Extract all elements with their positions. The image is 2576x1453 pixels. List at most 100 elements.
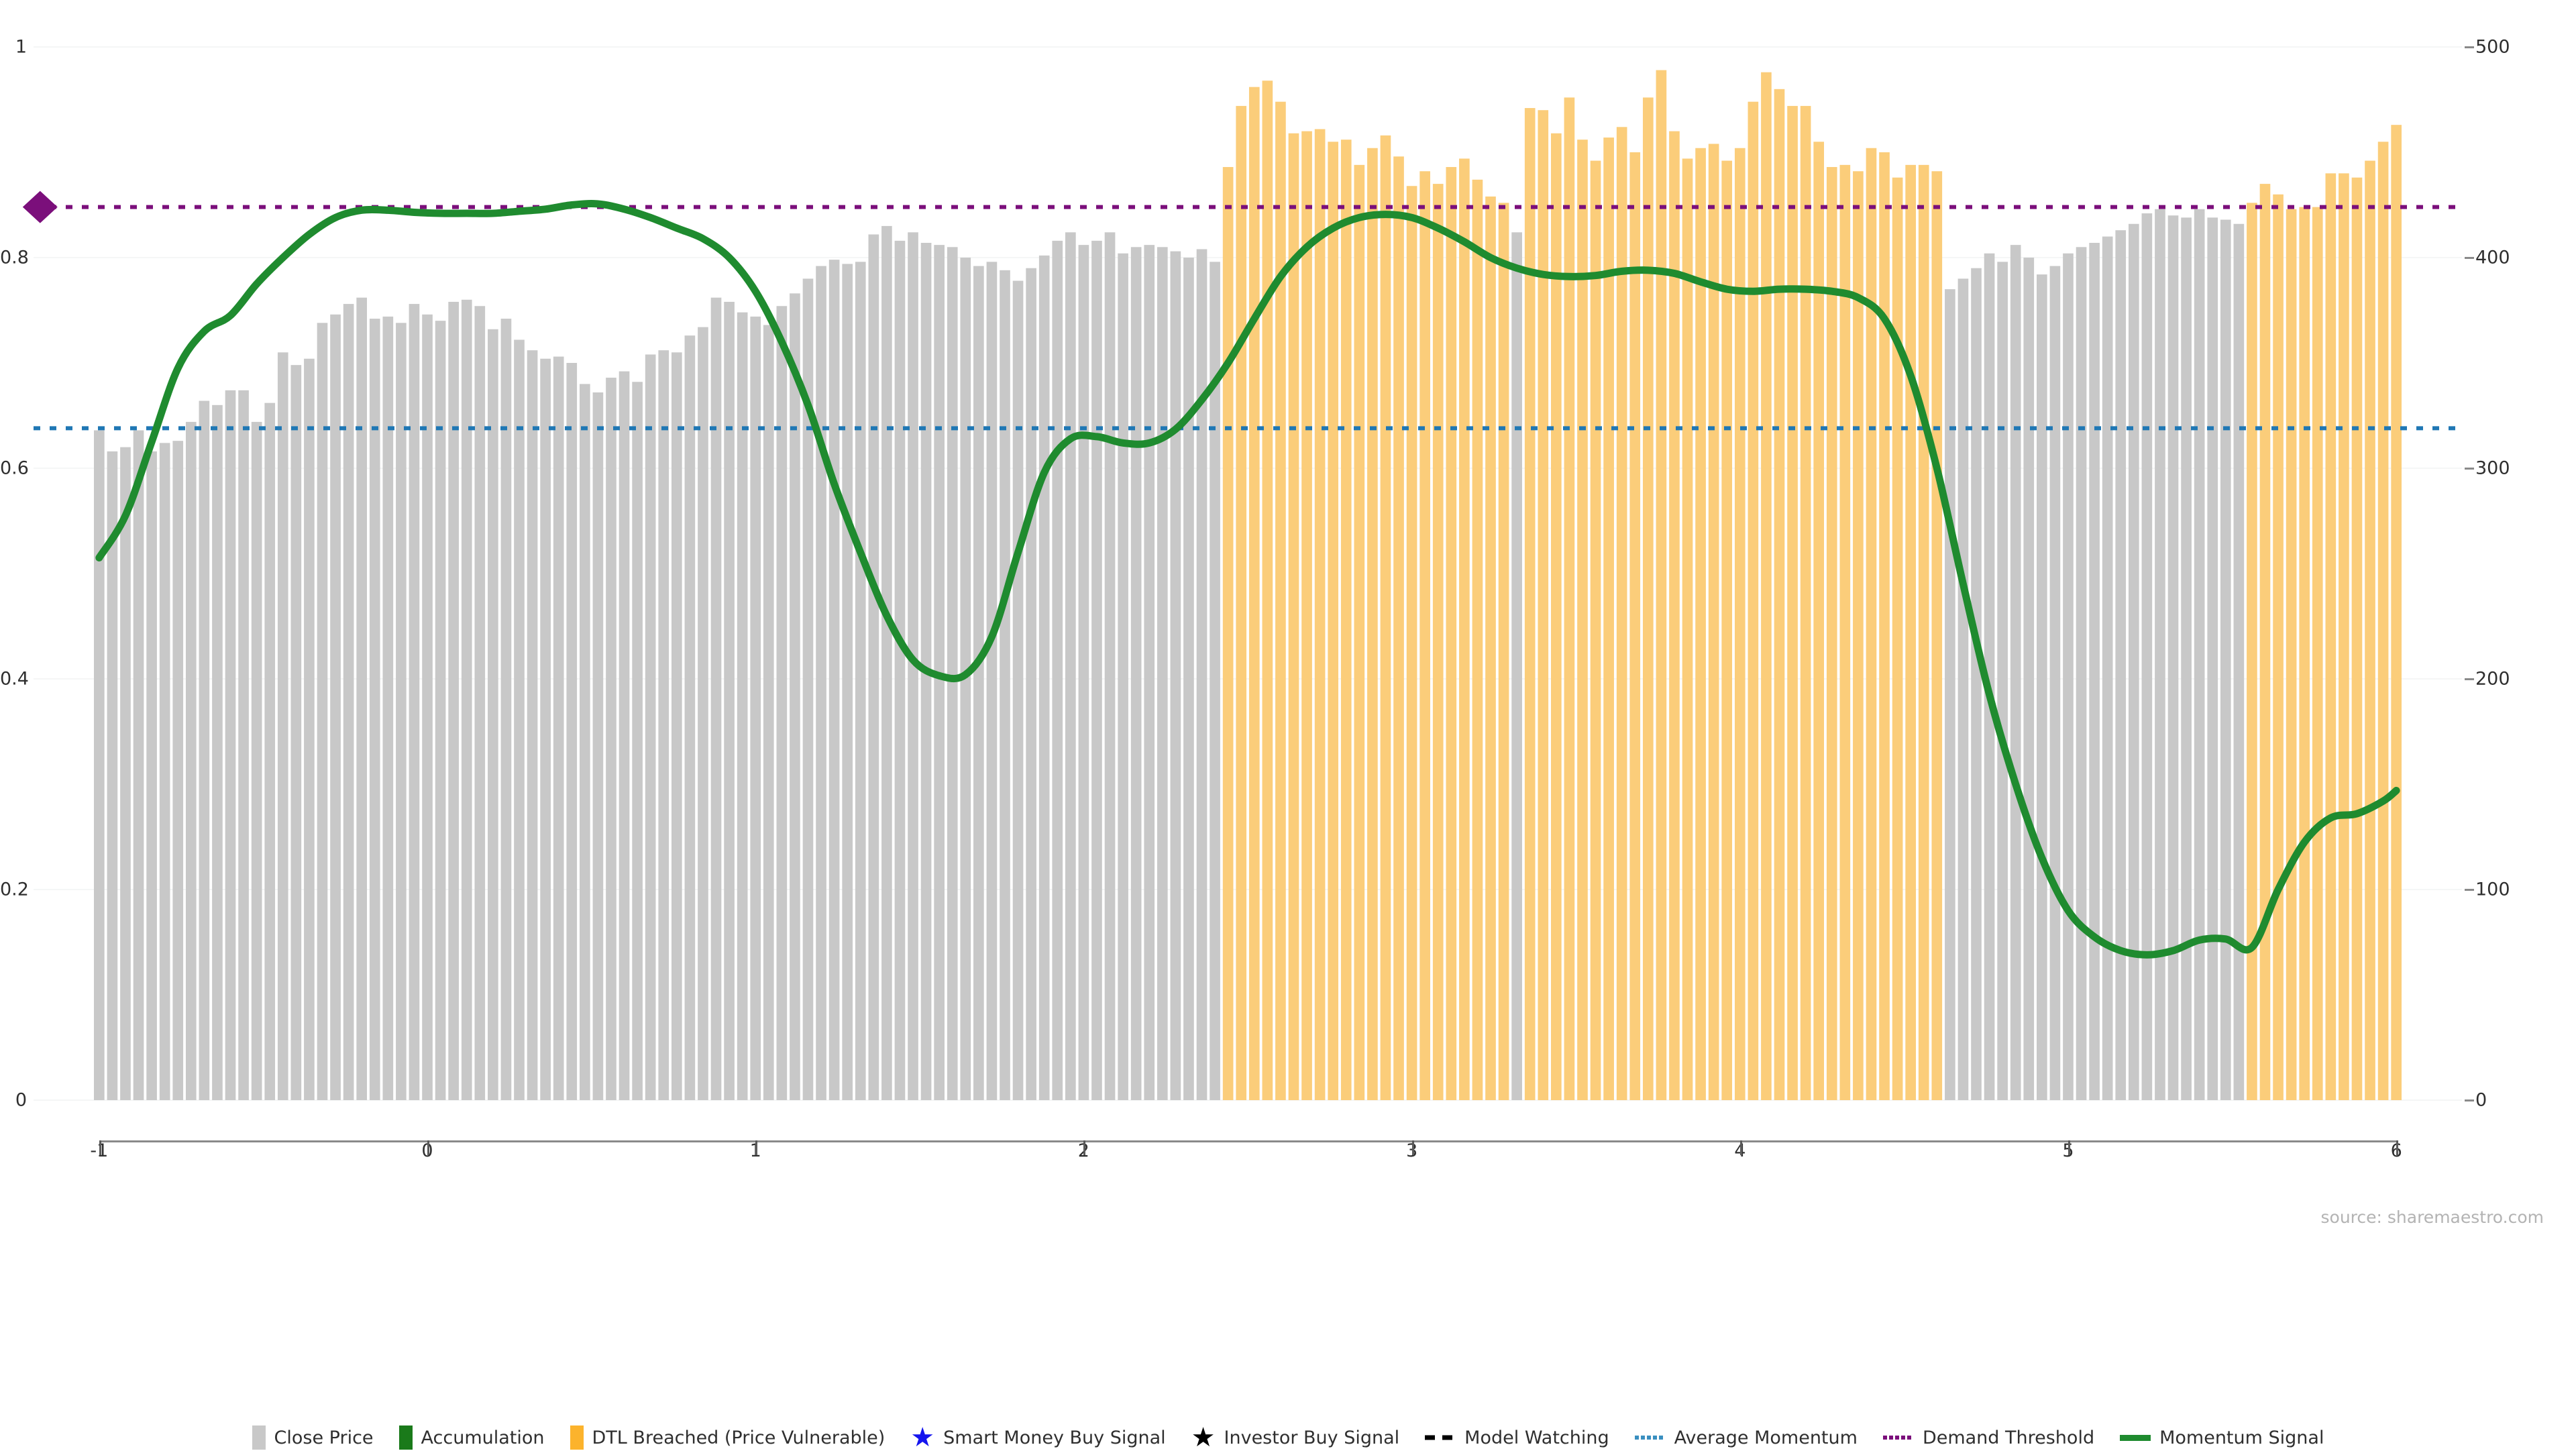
legend-item-average-momentum[interactable]: Average Momentum xyxy=(1634,1425,1858,1450)
bar xyxy=(1511,232,1522,1100)
legend-item-label: Smart Money Buy Signal xyxy=(943,1427,1166,1448)
bar xyxy=(343,304,354,1101)
bar xyxy=(500,319,512,1100)
bar xyxy=(290,365,302,1100)
chart-canvas xyxy=(22,46,2462,1101)
bar xyxy=(1892,177,1903,1101)
bar xyxy=(973,266,984,1100)
bar xyxy=(2023,258,2035,1100)
bar xyxy=(1524,108,1536,1100)
x-axis-spine xyxy=(99,1140,2397,1142)
bar xyxy=(133,430,144,1100)
bar xyxy=(645,354,656,1101)
bar xyxy=(514,339,525,1101)
bar xyxy=(1813,142,1825,1100)
solid-line-icon xyxy=(2120,1434,2151,1441)
bar xyxy=(1642,97,1654,1101)
x-axis-tick-mark xyxy=(1411,1140,1414,1155)
bar xyxy=(2049,266,2061,1100)
bar xyxy=(868,234,879,1101)
bar xyxy=(881,225,892,1100)
bar xyxy=(1406,186,1417,1100)
bar xyxy=(684,335,696,1101)
bar xyxy=(1236,105,1247,1100)
bar xyxy=(1984,253,1995,1101)
bar xyxy=(1564,97,1575,1101)
bar xyxy=(2325,173,2337,1100)
bar xyxy=(947,247,958,1100)
star-icon: ★ xyxy=(1191,1422,1216,1453)
bar xyxy=(1301,131,1312,1101)
bar-series-close-price xyxy=(94,209,2245,1101)
legend-item-smart-money-buy-signal[interactable]: ★ Smart Money Buy Signal xyxy=(910,1424,1166,1451)
bar xyxy=(540,358,551,1100)
y-axis-right-tick-mark xyxy=(2465,889,2474,891)
legend-item-momentum-signal[interactable]: Momentum Signal xyxy=(2120,1428,2324,1448)
x-axis-tick-mark xyxy=(427,1140,430,1155)
bar xyxy=(855,262,866,1100)
x-axis-tick-mark xyxy=(755,1140,758,1155)
bar xyxy=(172,441,184,1100)
bar xyxy=(1446,166,1457,1101)
x-axis-tick-mark xyxy=(99,1140,101,1155)
bar xyxy=(1012,280,1024,1100)
bar xyxy=(1026,268,1036,1101)
bar xyxy=(1498,203,1509,1100)
bar xyxy=(1065,232,1076,1100)
bar xyxy=(671,352,682,1100)
y-axis-left-tick-label: 1 xyxy=(15,36,27,58)
bar xyxy=(1538,110,1549,1101)
bar xyxy=(1774,89,1785,1100)
y-axis-right-tick-label: 0 xyxy=(2475,1089,2487,1111)
bar xyxy=(724,301,735,1101)
legend-item-model-watching[interactable]: Model Watching xyxy=(1425,1425,1609,1450)
bar xyxy=(488,329,498,1100)
bar xyxy=(1734,148,1746,1101)
bar xyxy=(619,371,630,1100)
bar xyxy=(2351,177,2363,1101)
bar xyxy=(2273,194,2284,1100)
bar xyxy=(776,306,788,1101)
bar xyxy=(120,447,131,1100)
bar-swatch-icon xyxy=(398,1425,413,1450)
bar xyxy=(2063,253,2074,1101)
bar xyxy=(1577,140,1588,1100)
bar xyxy=(1905,164,1916,1101)
bar xyxy=(382,316,394,1100)
legend-item-dtl-breached-price-vulnerable[interactable]: DTL Breached (Price Vulnerable) xyxy=(570,1425,885,1450)
bar xyxy=(1222,166,1234,1101)
bar xyxy=(1052,240,1063,1100)
bar xyxy=(763,325,774,1101)
bar xyxy=(94,430,105,1100)
bar xyxy=(2076,247,2087,1100)
bar xyxy=(816,266,826,1100)
legend-item-demand-threshold[interactable]: Demand Threshold xyxy=(1882,1425,2094,1450)
legend-item-investor-buy-signal[interactable]: ★ Investor Buy Signal xyxy=(1191,1422,1400,1453)
bar xyxy=(1839,164,1851,1101)
legend-item-label: Model Watching xyxy=(1464,1427,1609,1448)
bar xyxy=(1551,133,1562,1101)
x-axis-tick-mark xyxy=(2068,1140,2070,1155)
bar xyxy=(828,260,840,1100)
bar xyxy=(1695,148,1706,1101)
bar xyxy=(1000,270,1010,1101)
bar xyxy=(1629,152,1641,1100)
bar xyxy=(737,312,748,1100)
bar xyxy=(592,392,604,1101)
bar xyxy=(238,390,249,1100)
x-axis-tick-mark xyxy=(1739,1140,1742,1155)
bar xyxy=(580,384,590,1100)
bar xyxy=(2312,207,2323,1100)
bar xyxy=(1328,142,1339,1100)
bar xyxy=(1800,105,1811,1100)
bar xyxy=(2377,142,2389,1100)
bar xyxy=(1748,101,1759,1100)
bar xyxy=(264,402,276,1101)
bar xyxy=(212,405,223,1100)
bar xyxy=(1262,80,1273,1101)
bar xyxy=(1787,105,1798,1100)
legend-item-label: DTL Breached (Price Vulnerable) xyxy=(592,1427,885,1448)
bar xyxy=(908,232,918,1100)
legend-item-close-price[interactable]: Close Price xyxy=(252,1425,374,1450)
legend-item-accumulation[interactable]: Accumulation xyxy=(398,1425,545,1450)
